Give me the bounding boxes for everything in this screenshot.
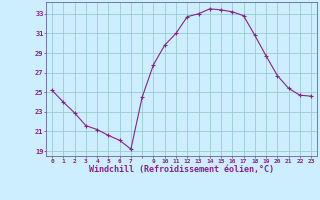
X-axis label: Windchill (Refroidissement éolien,°C): Windchill (Refroidissement éolien,°C): [89, 165, 274, 174]
